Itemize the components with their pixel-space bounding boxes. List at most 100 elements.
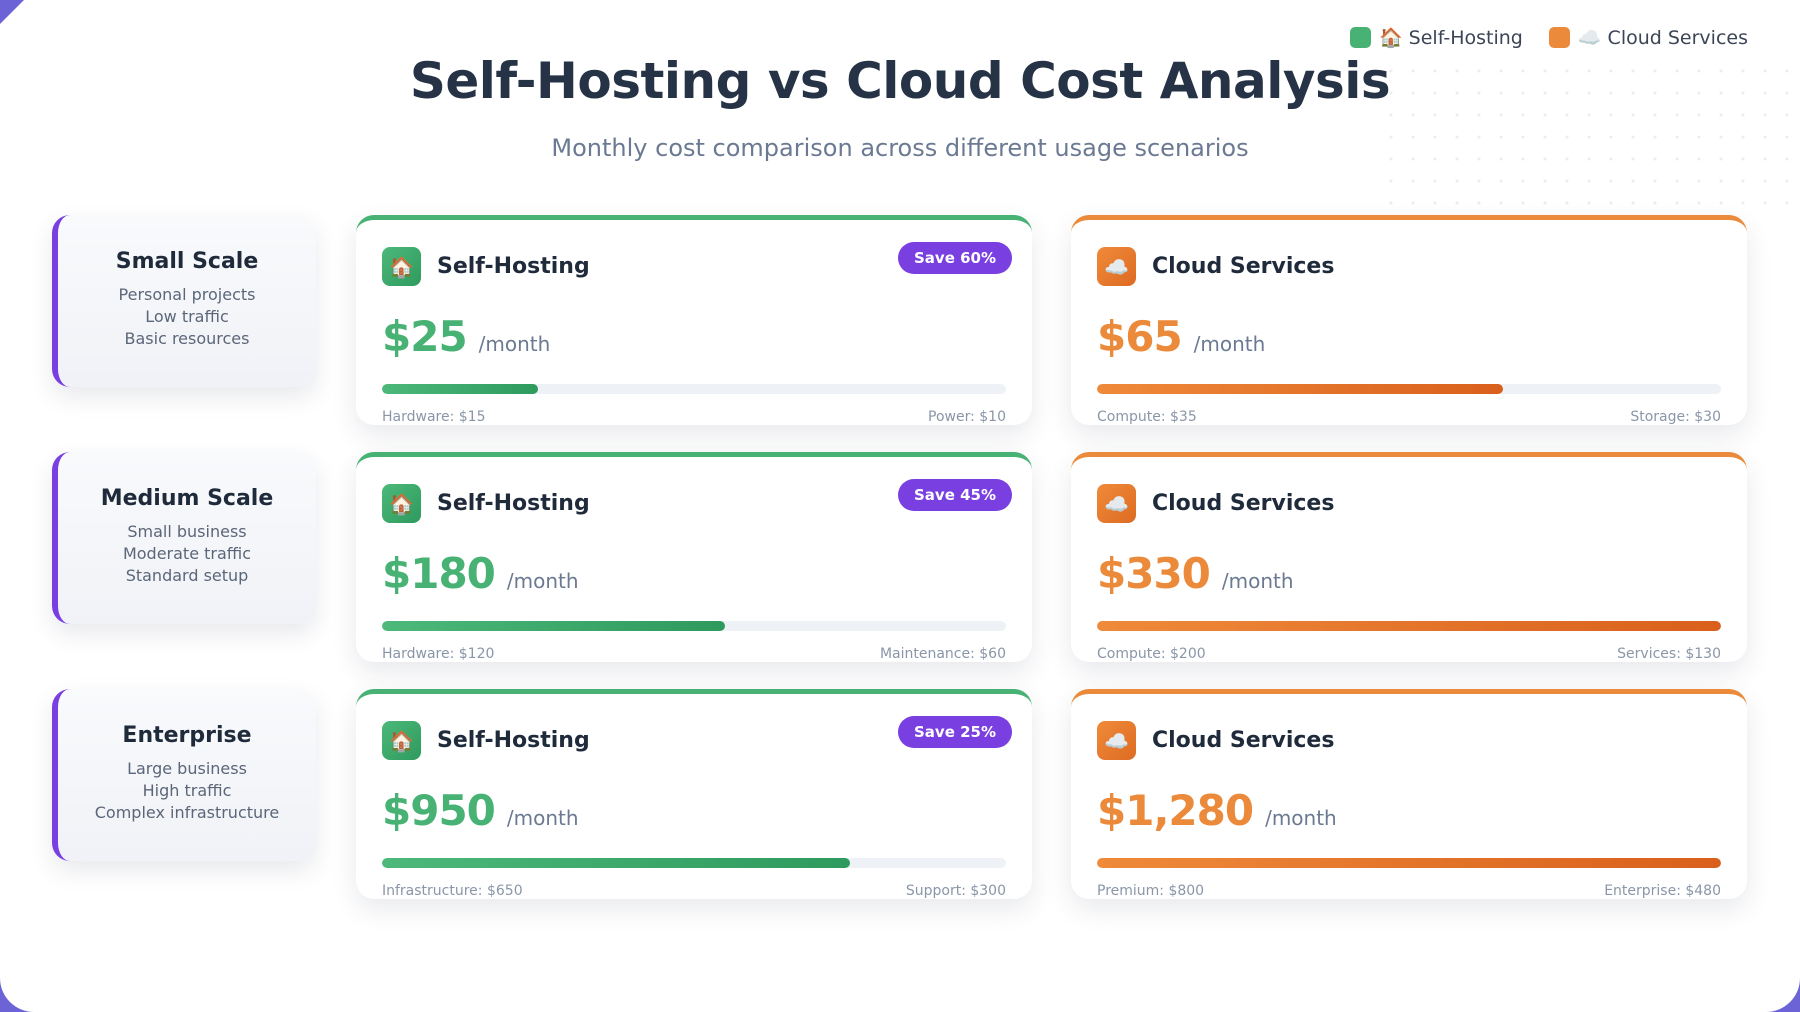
scale-card: Medium Scale Small business Moderate traff… — [52, 452, 316, 624]
cost-bar-track — [1097, 858, 1721, 868]
card-name: Cloud Services — [1152, 254, 1335, 279]
breakdown-right: Enterprise: $480 — [1604, 883, 1721, 899]
cloud-icon: ☁️ — [1097, 247, 1136, 286]
legend-label-cloud: ☁️ Cloud Services — [1577, 27, 1748, 49]
cost-bar-fill — [1097, 384, 1503, 394]
cost-bar-track — [382, 384, 1006, 394]
cloud-services-card: ☁️ Cloud Services $330/month Compute: $200 S… — [1071, 452, 1747, 662]
scale-card: Small Scale Personal projects Low traffic B… — [52, 215, 316, 387]
scale-description-line: Basic resources — [124, 329, 250, 348]
scale-description-line: High traffic — [142, 781, 232, 800]
price-row: $950/month — [382, 786, 579, 835]
legend-swatch-self — [1349, 27, 1371, 48]
dot-pattern — [1380, 60, 1800, 210]
cost-bar-fill — [1097, 621, 1721, 631]
scale-description: Small business Moderate traffic Standard s… — [58, 521, 316, 587]
scale-title: Enterprise — [122, 723, 252, 748]
card-name: Cloud Services — [1152, 491, 1335, 516]
cost-breakdown: Hardware: $15 Power: $10 — [382, 409, 1006, 425]
cost-bar-track — [382, 621, 1006, 631]
save-badge: Save 25% — [897, 716, 1012, 748]
cost-bar-fill — [382, 384, 538, 394]
card-header: 🏠 Self-Hosting — [382, 484, 590, 523]
breakdown-left: Infrastructure: $650 — [382, 883, 523, 899]
price-row: $180/month — [382, 549, 579, 598]
cost-breakdown: Compute: $35 Storage: $30 — [1097, 409, 1721, 425]
scale-description-line: Complex infrastructure — [94, 803, 280, 822]
price-row: $25/month — [382, 312, 550, 361]
card-name: Self-Hosting — [437, 491, 590, 516]
cloud-icon: ☁️ — [1097, 721, 1136, 760]
card-header: 🏠 Self-Hosting — [382, 721, 590, 760]
price-row: $330/month — [1097, 549, 1294, 598]
house-icon: 🏠 — [382, 484, 421, 523]
breakdown-left: Compute: $35 — [1097, 409, 1197, 425]
price-value: $25 — [382, 312, 468, 361]
house-icon: 🏠 — [382, 247, 421, 286]
cost-bar-track — [1097, 384, 1721, 394]
scale-card: Enterprise Large business High traffic Comp… — [52, 689, 316, 861]
legend-swatch-cloud — [1548, 27, 1570, 48]
cost-bar-fill — [382, 858, 850, 868]
legend-cloud-services: ☁️ Cloud Services — [1548, 26, 1748, 49]
scale-description-line: Large business — [127, 759, 247, 778]
scale-title: Small Scale — [115, 249, 259, 274]
breakdown-right: Power: $10 — [928, 409, 1006, 425]
scale-description: Large business High traffic Complex infras… — [58, 758, 316, 824]
breakdown-left: Hardware: $120 — [382, 646, 495, 662]
price-value: $65 — [1097, 312, 1183, 361]
card-header: ☁️ Cloud Services — [1097, 721, 1334, 760]
self-hosting-card: 🏠 Self-Hosting Save 25% $950/month Infrastru… — [356, 689, 1032, 899]
scale-description: Personal projects Low traffic Basic resour… — [58, 284, 316, 350]
breakdown-right: Storage: $30 — [1630, 409, 1721, 425]
scale-description-line: Moderate traffic — [122, 544, 252, 563]
cost-bar-fill — [1097, 858, 1721, 868]
legend-self-hosting: 🏠 Self-Hosting — [1349, 26, 1523, 49]
cloud-services-card: ☁️ Cloud Services $1,280/month Premium: $80… — [1071, 689, 1747, 899]
save-badge: Save 60% — [897, 242, 1012, 274]
save-badge: Save 45% — [897, 479, 1012, 511]
house-icon: 🏠 — [382, 721, 421, 760]
price-value: $1,280 — [1097, 786, 1254, 835]
scale-description-line: Standard setup — [125, 566, 249, 585]
price-row: $1,280/month — [1097, 786, 1337, 835]
card-header: ☁️ Cloud Services — [1097, 484, 1334, 523]
card-header: 🏠 Self-Hosting — [382, 247, 590, 286]
cost-bar-track — [382, 858, 1006, 868]
page-subtitle: Monthly cost comparison across different… — [551, 134, 1249, 162]
cloud-icon: ☁️ — [1097, 484, 1136, 523]
price-period: /month — [506, 806, 579, 830]
scale-description-line: Small business — [127, 522, 247, 541]
card-name: Cloud Services — [1152, 728, 1335, 753]
breakdown-left: Compute: $200 — [1097, 646, 1206, 662]
cost-breakdown: Compute: $200 Services: $130 — [1097, 646, 1721, 662]
scale-description-line: Low traffic — [145, 307, 229, 326]
price-period: /month — [478, 332, 551, 356]
price-value: $330 — [1097, 549, 1211, 598]
price-period: /month — [1193, 332, 1266, 356]
card-name: Self-Hosting — [437, 728, 590, 753]
card-name: Self-Hosting — [437, 254, 590, 279]
price-period: /month — [1221, 569, 1294, 593]
cloud-services-card: ☁️ Cloud Services $65/month Compute: $35 Sto… — [1071, 215, 1747, 425]
price-period: /month — [1265, 806, 1337, 830]
cost-bar-track — [1097, 621, 1721, 631]
price-row: $65/month — [1097, 312, 1265, 361]
legend: 🏠 Self-Hosting ☁️ Cloud Services — [1349, 26, 1748, 49]
cost-bar-fill — [382, 621, 726, 631]
price-period: /month — [506, 569, 579, 593]
breakdown-left: Hardware: $15 — [382, 409, 486, 425]
legend-label-self: 🏠 Self-Hosting — [1378, 27, 1523, 49]
page-title: Self-Hosting vs Cloud Cost Analysis — [409, 52, 1391, 110]
cost-breakdown: Infrastructure: $650 Support: $300 — [382, 883, 1006, 899]
card-header: ☁️ Cloud Services — [1097, 247, 1334, 286]
scale-title: Medium Scale — [100, 486, 274, 511]
breakdown-right: Support: $300 — [905, 883, 1006, 899]
breakdown-right: Maintenance: $60 — [879, 646, 1006, 662]
breakdown-right: Services: $130 — [1617, 646, 1721, 662]
breakdown-left: Premium: $800 — [1097, 883, 1205, 899]
price-value: $950 — [382, 786, 496, 835]
self-hosting-card: 🏠 Self-Hosting Save 45% $180/month Hardware:… — [356, 452, 1032, 662]
cost-breakdown: Hardware: $120 Maintenance: $60 — [382, 646, 1006, 662]
